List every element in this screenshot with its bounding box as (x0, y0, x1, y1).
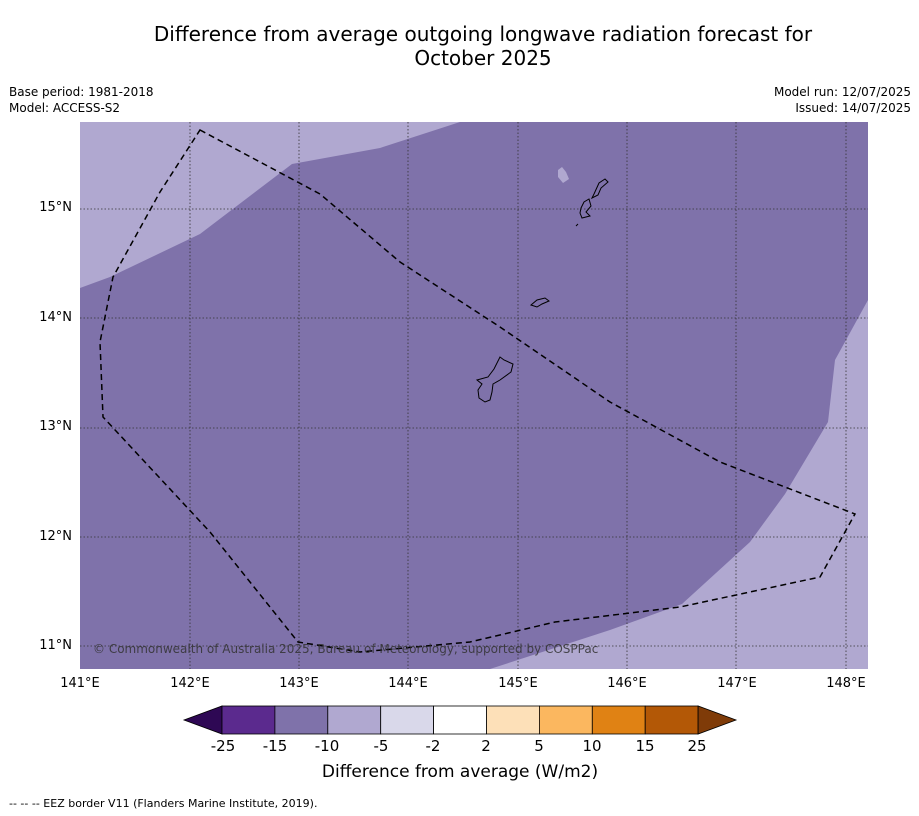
map-title-line2: October 2025 (414, 46, 552, 70)
map-title: Difference from average outgoing longwav… (0, 22, 919, 70)
lon-label-142: 142°E (170, 676, 210, 691)
eez-border-line (99, 129, 857, 653)
guam-island (475, 356, 514, 403)
colorbar-title: Difference from average (W/m2) (321, 762, 599, 782)
colorbar-tick-label: 15 (635, 737, 655, 755)
base-period-text: Base period: 1981-2018 (9, 85, 154, 99)
colorbar-tick-label: 2 (481, 737, 491, 755)
lon-label-148: 148°E (826, 676, 866, 691)
colorbar-cell (591, 705, 646, 735)
colorbar-tick-label: -10 (314, 737, 340, 755)
colorbar-cell (327, 705, 382, 735)
colorbar-tick-label: 10 (582, 737, 602, 755)
colorbar-cell (539, 705, 593, 735)
lon-label-143: 143°E (279, 676, 319, 691)
anomaly-patch-small (558, 167, 569, 183)
lon-label-144: 144°E (388, 676, 428, 691)
lon-label-146: 146°E (607, 676, 647, 691)
lat-label-13: 13°N (39, 419, 72, 434)
aguijan-island (575, 223, 579, 227)
map-panel (80, 122, 868, 669)
model-text: Model: ACCESS-S2 (9, 101, 121, 115)
map-canvas (80, 122, 868, 669)
islands (475, 178, 609, 403)
colorbar-cell (221, 705, 276, 735)
colorbar-cell (380, 705, 435, 735)
colorbar-cell (274, 705, 329, 735)
anomaly-band-light-southeast (490, 300, 868, 669)
lat-label-15: 15°N (39, 200, 72, 215)
colorbar-tick-label: -5 (373, 737, 389, 755)
lon-label-147: 147°E (717, 676, 757, 691)
colorbar-cell (486, 705, 540, 735)
lat-label-11: 11°N (39, 638, 72, 653)
graticule (80, 122, 868, 669)
issued-text: Issued: 14/07/2025 (795, 101, 911, 115)
lon-label-141: 141°E (60, 676, 100, 691)
saipan-island (590, 178, 609, 200)
meta-left: Base period: 1981-2018 Model: ACCESS-S2 (9, 84, 154, 116)
rota-island (529, 297, 550, 308)
anomaly-band-light-northwest (80, 122, 460, 288)
colorbar-extend-low (182, 705, 223, 735)
model-run-text: Model run: 12/07/2025 (773, 85, 911, 99)
lon-label-145: 145°E (498, 676, 538, 691)
colorbar-cell (644, 705, 699, 735)
meta-right: Model run: 12/07/2025 Issued: 14/07/2025 (774, 84, 911, 116)
copyright-notice: © Commonwealth of Australia 2025, Bureau… (93, 642, 599, 656)
lat-label-12: 12°N (39, 529, 72, 544)
eez-footnote: -- -- -- EEZ border V11 (Flanders Marine… (9, 797, 318, 810)
colorbar-tick-label: -2 (425, 737, 441, 755)
colorbar-tick-label: -15 (262, 737, 288, 755)
tinian-island (579, 198, 592, 219)
lat-label-14: 14°N (39, 310, 72, 325)
map-title-line1: Difference from average outgoing longwav… (153, 22, 813, 46)
colorbar-tick-label: -25 (210, 737, 236, 755)
colorbar-extend-high (697, 705, 738, 735)
colorbar-tick-label: 25 (687, 737, 707, 755)
colorbar-cell (433, 705, 487, 735)
colorbar-tick-label: 5 (534, 737, 544, 755)
